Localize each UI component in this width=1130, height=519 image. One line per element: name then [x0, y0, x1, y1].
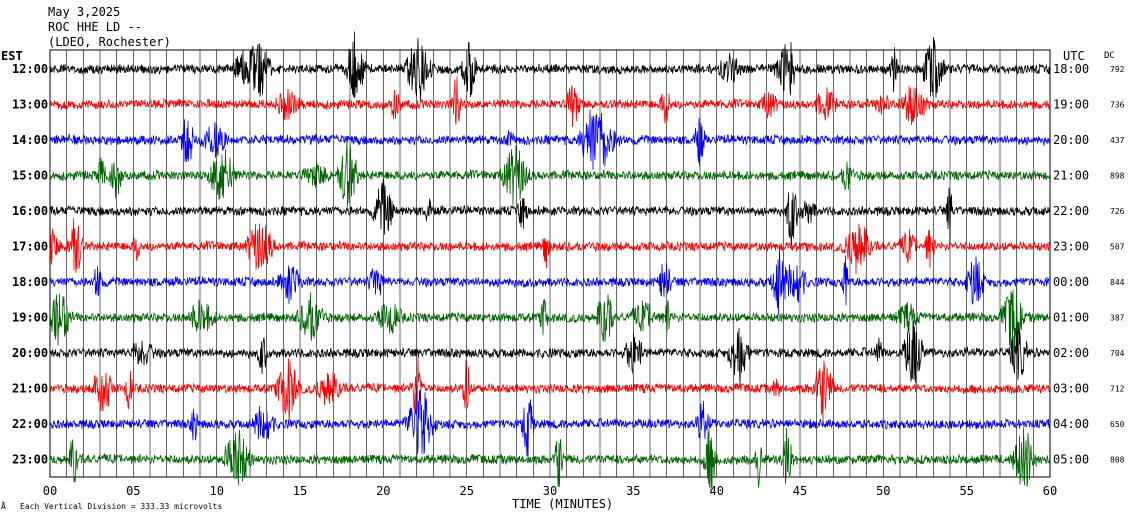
dc-value-label: 808	[1110, 456, 1125, 465]
utc-tick-label: 02:00	[1053, 346, 1089, 360]
utc-tick-label: 05:00	[1053, 453, 1089, 467]
x-tick-label: 35	[626, 484, 640, 498]
dc-value-label: 437	[1110, 136, 1125, 145]
utc-tick-label: 04:00	[1053, 417, 1089, 431]
trace-line	[49, 427, 1051, 495]
est-tick-label: 20:00	[12, 346, 48, 360]
trace-line	[49, 320, 1051, 387]
scale-note-icon: Å	[1, 500, 6, 511]
est-tick-label: 19:00	[12, 311, 48, 325]
est-axis-title: EST	[1, 49, 23, 63]
utc-tick-label: 21:00	[1053, 169, 1089, 183]
trace-line	[49, 389, 1051, 460]
x-tick-label: 50	[876, 484, 890, 498]
x-tick-label: 10	[209, 484, 223, 498]
trace-line	[49, 217, 1051, 275]
x-tick-label: 05	[126, 484, 140, 498]
trace-line	[49, 249, 1051, 316]
dc-value-label: 736	[1110, 101, 1125, 110]
est-tick-label: 14:00	[12, 133, 48, 147]
network-label: (LDEO, Rochester)	[48, 35, 171, 49]
utc-tick-label: 01:00	[1053, 311, 1089, 325]
station-label: ROC HHE LD --	[48, 20, 142, 34]
x-tick-label: 00	[43, 484, 57, 498]
trace-group	[49, 31, 1051, 495]
est-tick-label: 13:00	[12, 98, 48, 112]
est-tick-label: 22:00	[12, 417, 48, 431]
date-label: May 3,2025	[48, 5, 120, 19]
x-tick-label: 15	[293, 484, 307, 498]
est-tick-label: 17:00	[12, 240, 48, 254]
scale-note: Each Vertical Division = 333.33 microvol…	[20, 502, 222, 511]
est-tick-label: 12:00	[12, 62, 48, 76]
x-tick-label: 20	[376, 484, 390, 498]
est-tick-label: 21:00	[12, 382, 48, 396]
dc-value-label: 712	[1110, 385, 1125, 394]
trace-line	[49, 140, 1051, 207]
dc-value-label: 726	[1110, 207, 1125, 216]
trace-line	[49, 356, 1051, 422]
minute-grid	[66, 50, 1034, 477]
est-tick-label: 15:00	[12, 169, 48, 183]
x-tick-label: 55	[959, 484, 973, 498]
x-tick-label: 45	[793, 484, 807, 498]
est-tick-label: 23:00	[12, 453, 48, 467]
trace-line	[49, 109, 1051, 170]
x-tick-label: 40	[709, 484, 723, 498]
utc-tick-label: 18:00	[1053, 62, 1089, 76]
dc-value-label: 387	[1110, 314, 1125, 323]
x-tick-labels: 00 05 10 15 20 25 30 35 40 45 50 55 60	[43, 484, 1057, 498]
dc-value-label: 898	[1110, 172, 1125, 181]
utc-tick-label: 00:00	[1053, 275, 1089, 289]
dc-value-label: 507	[1110, 243, 1125, 252]
row-labels: 12:00 18:00 792 13:00 19:00 736 14:00 20:00 437 1…	[12, 62, 1125, 467]
utc-tick-label: 19:00	[1053, 98, 1089, 112]
utc-tick-label: 22:00	[1053, 204, 1089, 218]
est-tick-label: 18:00	[12, 275, 48, 289]
trace-line	[49, 31, 1051, 101]
trace-line	[49, 284, 1051, 353]
x-axis-label: TIME (MINUTES)	[512, 497, 613, 511]
dc-value-label: 704	[1110, 349, 1125, 358]
utc-tick-label: 23:00	[1053, 240, 1089, 254]
utc-axis-title: UTC	[1063, 49, 1085, 63]
x-tick-label: 25	[459, 484, 473, 498]
dc-axis-title: DC	[1104, 51, 1115, 61]
x-tick-label: 60	[1043, 484, 1057, 498]
trace-line	[49, 178, 1051, 246]
dc-value-label: 844	[1110, 278, 1125, 287]
dc-value-label: 792	[1110, 65, 1125, 74]
utc-tick-label: 20:00	[1053, 133, 1089, 147]
trace-line	[49, 76, 1051, 128]
utc-tick-label: 03:00	[1053, 382, 1089, 396]
dc-value-label: 650	[1110, 420, 1125, 429]
est-tick-label: 16:00	[12, 204, 48, 218]
x-tick-label: 30	[543, 484, 557, 498]
